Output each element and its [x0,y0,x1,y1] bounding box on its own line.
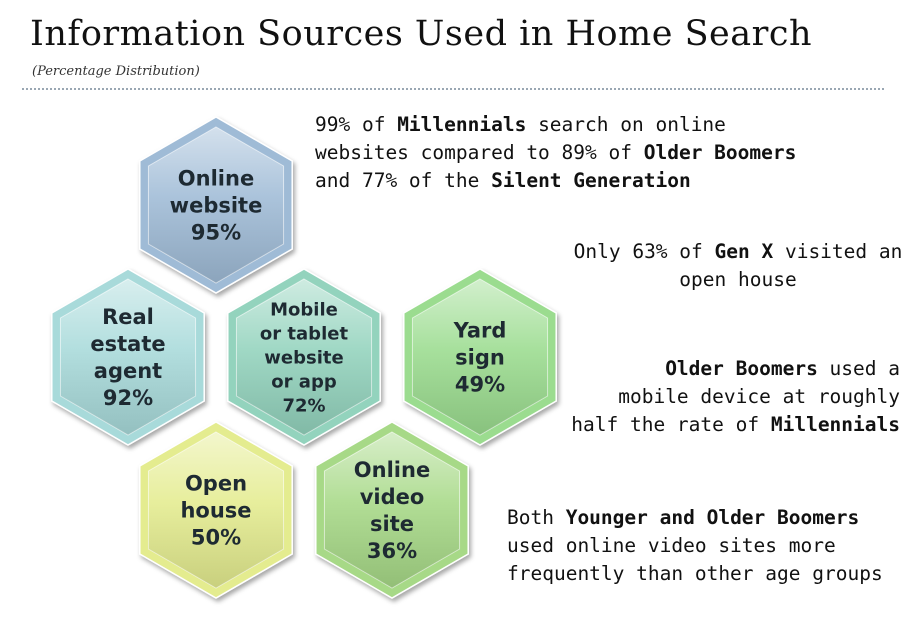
hex-real-estate-agent: Real estate agent 92% [51,268,205,446]
hex-open-house-value: 50% [191,526,241,550]
hex-online-website-value: 95% [191,221,241,245]
hex-mobile-app-label: Mobile [270,299,338,320]
note3-line1: Older Boomers used a [665,357,900,380]
hex-mobile-app-label: website [264,347,343,368]
hex-real-estate-agent-label: agent [94,359,162,383]
note3-line3: half the rate of Millennials [571,413,900,436]
hex-yard-sign-label: Yard [453,319,507,343]
title-divider [22,88,884,90]
note1-line3: and 77% of the Silent Generation [315,169,691,192]
hex-online-video-site-label: site [370,512,414,536]
hex-online-website-label: Online [178,167,254,191]
note-genx-open-house: Only 63% of Gen X visited an open house [560,238,916,294]
hex-online-video-site-value: 36% [367,539,417,563]
hex-mobile-app: Mobile or tablet website or app 72% [227,268,381,446]
hex-yard-sign-label: sign [455,346,505,370]
hex-real-estate-agent-value: 92% [103,386,153,410]
hex-mobile-app-value: 72% [282,395,325,416]
note4-line3: frequently than other age groups [507,562,883,585]
hex-real-estate-agent-label: Real [102,305,154,329]
hex-mobile-app-label: or tablet [260,323,349,344]
hex-yard-sign-value: 49% [455,373,505,397]
hex-yard-sign: Yard sign 49% [403,268,557,446]
hex-real-estate-agent-gloss [60,279,196,435]
page-subtitle: (Percentage Distribution) [32,64,200,79]
hex-online-website-label: website [170,194,263,218]
hex-online-website: Online website 95% [139,116,293,294]
note-boomers-video: Both Younger and Older Boomers used onli… [507,504,883,588]
hex-open-house-label: Open [185,472,247,496]
hex-online-video-site-label: video [360,485,425,509]
hex-yard-sign-gloss [412,279,548,435]
hex-open-house-gloss [148,432,284,588]
note4-line2: used online video sites more [507,534,836,557]
hex-mobile-app-gloss [236,279,372,435]
hex-mobile-app-label: or app [271,371,337,392]
hex-online-website-gloss [148,127,284,283]
note2-line1: Only 63% of Gen X visited an [573,240,903,263]
note4-line1: Both Younger and Older Boomers [507,506,860,529]
hex-open-house: Open house 50% [139,421,293,599]
hex-online-video-site-label: Online [354,458,430,482]
note-boomers-mobile: Older Boomers used a mobile device at ro… [560,355,900,439]
note1-line2: websites compared to 89% of Older Boomer… [315,141,797,164]
hex-open-house-label: house [180,499,251,523]
note3-line2: mobile device at roughly [618,385,900,408]
note2-line2: open house [679,268,797,291]
page-title: Information Sources Used in Home Search [30,14,813,54]
note1-line1: 99% of Millennials search on online [315,113,726,136]
hex-real-estate-agent-label: estate [90,332,165,356]
note-millennials-online: 99% of Millennials search on online webs… [315,111,796,195]
hex-online-video-site-gloss [324,432,460,588]
hex-online-video-site: Online video site 36% [315,421,469,599]
